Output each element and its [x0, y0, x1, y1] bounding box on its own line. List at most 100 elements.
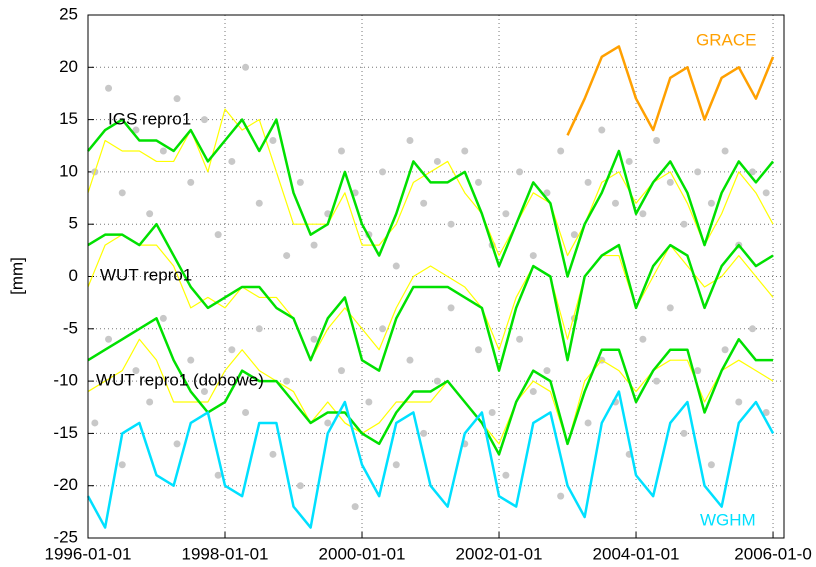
scatter-point	[146, 398, 154, 406]
scatter-point	[598, 126, 606, 134]
series-line	[87, 317, 774, 456]
scatter-point	[337, 147, 345, 155]
scatter-point	[447, 304, 455, 312]
scatter-point	[762, 189, 770, 197]
y-tick-label: 0	[69, 266, 78, 285]
scatter-point	[557, 147, 565, 155]
scatter-point	[694, 367, 702, 375]
scatter-point	[296, 482, 304, 490]
scatter-point	[146, 210, 154, 218]
scatter-point	[228, 346, 236, 354]
series-line	[566, 45, 775, 136]
scatter-point	[242, 408, 250, 416]
scatter-point	[653, 137, 661, 145]
y-tick-label: -15	[53, 423, 78, 442]
y-tick-label: -25	[53, 527, 78, 546]
scatter-point	[529, 388, 537, 396]
plot-frame	[87, 14, 785, 539]
y-tick-label: -5	[63, 318, 78, 337]
scatter-point	[337, 367, 345, 375]
y-tick-label: -10	[53, 371, 78, 390]
series-label: WGHM	[700, 510, 756, 529]
scatter-point	[680, 429, 688, 437]
scatter-point	[735, 398, 743, 406]
y-tick-label: 15	[59, 109, 78, 128]
x-tick-label: 2006-01-0	[734, 544, 812, 563]
scatter-point	[283, 252, 291, 260]
scatter-point	[584, 178, 592, 186]
scatter-point	[351, 503, 359, 511]
scatter-point	[105, 335, 113, 343]
scatter-point	[721, 346, 729, 354]
scatter-point	[488, 408, 496, 416]
scatter-point	[379, 325, 387, 333]
x-tick-label: 1998-01-01	[182, 544, 269, 563]
y-axis-label: [mm]	[7, 257, 26, 295]
scatter-point	[461, 147, 469, 155]
scatter-point	[132, 126, 140, 134]
scatter-point	[118, 461, 126, 469]
scatter-point	[187, 178, 195, 186]
scatter-point	[433, 157, 441, 165]
scatter-point	[516, 168, 524, 176]
scatter-point	[228, 157, 236, 165]
scatter-point	[543, 367, 551, 375]
series-line	[87, 338, 774, 445]
scatter-point	[447, 220, 455, 228]
series-label: IGS repro1	[108, 109, 191, 128]
scatter-point	[694, 168, 702, 176]
scatter-point	[639, 335, 647, 343]
y-tick-label: 25	[59, 4, 78, 23]
scatter-point	[242, 63, 250, 71]
scatter-point	[91, 419, 99, 427]
scatter-point	[639, 210, 647, 218]
scatter-point	[680, 220, 688, 228]
scatter-point	[255, 325, 263, 333]
series-label: WUT repro1 (dobowe)	[96, 370, 264, 389]
scatter-point	[200, 388, 208, 396]
scatter-point	[214, 471, 222, 479]
scatter-point	[502, 471, 510, 479]
x-tick-label: 2004-01-01	[593, 544, 680, 563]
scatter-point	[159, 147, 167, 155]
scatter-point	[666, 178, 674, 186]
scatter-point	[570, 231, 578, 239]
series-label: WUT repro1	[100, 265, 192, 284]
series-line	[87, 118, 775, 278]
series-line	[87, 222, 774, 372]
scatter-point	[666, 304, 674, 312]
scatter-point	[625, 157, 633, 165]
x-tick-label: 2002-01-01	[456, 544, 543, 563]
scatter-point	[474, 178, 482, 186]
scatter-point	[173, 440, 181, 448]
series-line	[87, 108, 774, 257]
series-line	[87, 234, 774, 361]
scatter-point	[283, 377, 291, 385]
scatter-point	[543, 189, 551, 197]
scatter-point	[118, 189, 126, 197]
scatter-point	[159, 314, 167, 322]
scatter-point	[406, 356, 414, 364]
scatter-point	[748, 168, 756, 176]
scatter-point	[214, 231, 222, 239]
scatter-point	[310, 335, 318, 343]
y-tick-label: 5	[69, 214, 78, 233]
scatter-point	[557, 492, 565, 500]
scatter-point	[502, 210, 510, 218]
scatter-point	[474, 346, 482, 354]
y-tick-label: 20	[59, 57, 78, 76]
scatter-point	[406, 137, 414, 145]
scatter-point	[611, 199, 619, 207]
scatter-point	[707, 199, 715, 207]
scatter-point	[392, 262, 400, 270]
scatter-point	[707, 461, 715, 469]
x-tick-label: 2000-01-01	[319, 544, 406, 563]
x-tick-label: 1996-01-01	[45, 544, 132, 563]
scatter-point	[379, 168, 387, 176]
scatter-point	[653, 377, 661, 385]
scatter-point	[105, 84, 113, 92]
scatter-point	[269, 137, 277, 145]
scatter-point	[269, 450, 277, 458]
scatter-point	[420, 429, 428, 437]
